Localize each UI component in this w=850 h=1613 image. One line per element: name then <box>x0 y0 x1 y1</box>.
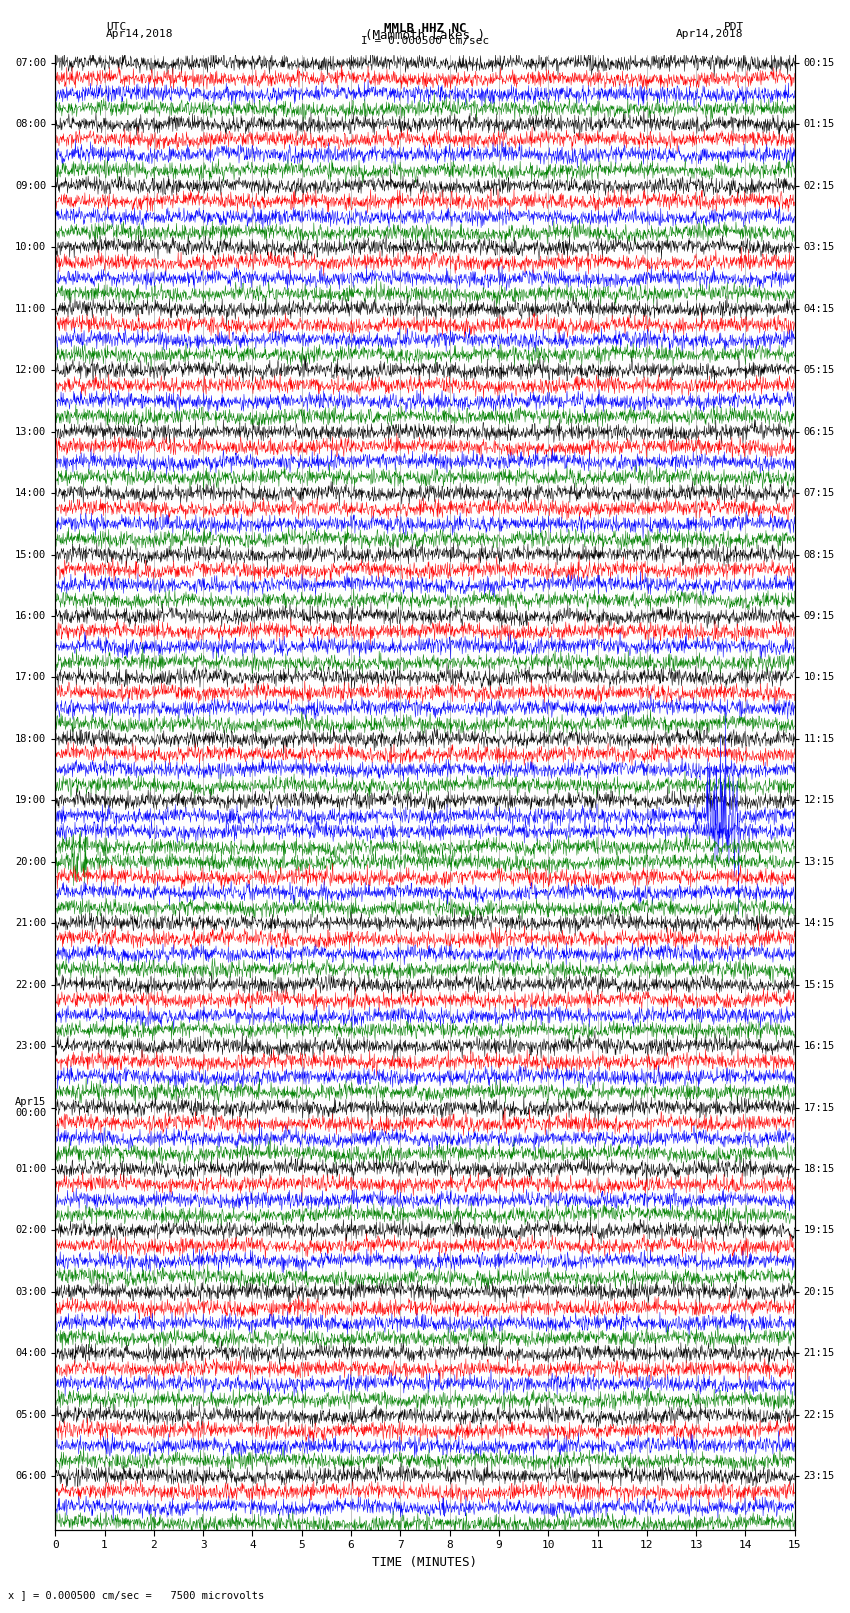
Text: PDT: PDT <box>723 23 744 32</box>
Text: Apr14,2018: Apr14,2018 <box>106 29 173 39</box>
X-axis label: TIME (MINUTES): TIME (MINUTES) <box>372 1557 478 1569</box>
Text: Apr14,2018: Apr14,2018 <box>677 29 744 39</box>
Text: I = 0.000500 cm/sec: I = 0.000500 cm/sec <box>361 37 489 47</box>
Text: UTC: UTC <box>106 23 127 32</box>
Text: MMLB HHZ NC: MMLB HHZ NC <box>383 23 467 35</box>
Text: (Mammoth Lakes ): (Mammoth Lakes ) <box>365 29 485 42</box>
Text: x ] = 0.000500 cm/sec =   7500 microvolts: x ] = 0.000500 cm/sec = 7500 microvolts <box>8 1590 264 1600</box>
